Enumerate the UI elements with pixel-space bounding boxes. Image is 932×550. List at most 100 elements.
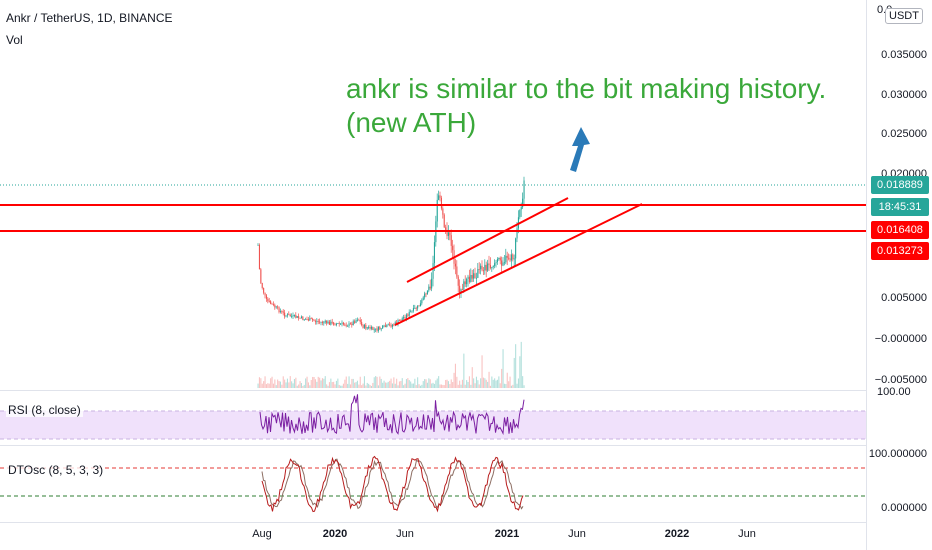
candle-body <box>467 276 469 280</box>
volume-bar <box>466 380 468 388</box>
volume-bar <box>506 372 508 388</box>
candle-body <box>491 267 493 269</box>
pane-separator[interactable] <box>0 390 932 391</box>
volume-bar <box>463 353 465 388</box>
volume-bar <box>362 383 364 388</box>
volume-bar <box>356 380 358 388</box>
candle-body <box>334 324 336 326</box>
candle-body <box>452 245 454 251</box>
volume-bar <box>361 385 363 388</box>
horizontal-line-tag[interactable]: 0.016408 <box>871 221 929 239</box>
volume-bar <box>442 384 444 388</box>
volume-bar <box>260 378 262 388</box>
volume-bar <box>403 385 405 388</box>
volume-bar <box>487 381 489 388</box>
candle-body <box>411 310 413 312</box>
volume-bar <box>376 376 378 388</box>
candle-body <box>387 324 389 326</box>
volume-bar <box>313 377 315 388</box>
candle-body <box>506 255 508 258</box>
volume-bar <box>516 383 518 388</box>
candle-body <box>347 325 349 327</box>
candle-body <box>285 315 287 317</box>
volume-bar <box>279 381 281 388</box>
horizontal-line-tag[interactable]: 0.013273 <box>871 242 929 260</box>
symbol-legend[interactable]: Ankr / TetherUS, 1D, BINANCE <box>6 11 173 25</box>
volume-bar <box>418 384 420 388</box>
candle-body <box>460 289 462 293</box>
candle-body <box>421 300 423 304</box>
annotation-text-line1[interactable]: ankr is similar to the bit making histor… <box>346 73 827 104</box>
candle-body <box>288 314 290 316</box>
candle-body <box>415 307 417 309</box>
last-price-tag[interactable]: 0.018889 <box>871 176 929 194</box>
volume-bar <box>412 383 414 388</box>
candle-body <box>389 324 391 326</box>
currency-button[interactable]: USDT <box>885 8 923 24</box>
volume-bar <box>334 384 336 388</box>
volume-bar <box>263 381 265 388</box>
dtosc-axis-label: 100.000000 <box>868 448 927 460</box>
candle-body <box>432 263 434 279</box>
candle-body <box>480 265 482 270</box>
volume-bar <box>449 384 451 388</box>
pane-separator[interactable] <box>0 445 932 446</box>
candle-body <box>449 232 451 236</box>
volume-bar <box>440 384 442 388</box>
volume-bar <box>417 377 419 388</box>
candle-body <box>306 319 308 320</box>
candle-body <box>503 262 505 264</box>
volume-bar <box>282 376 284 388</box>
candle-body <box>461 289 463 291</box>
annotation-text-line2[interactable]: (new ATH) <box>346 107 477 138</box>
price-axis[interactable]: 0.0 USDT 0.035000 0.030000 0.025000 0.02… <box>866 0 932 550</box>
candle-body <box>426 290 428 295</box>
candle-body <box>477 269 479 278</box>
dtosc-legend[interactable]: DTOsc (8, 5, 3, 3) <box>6 463 106 477</box>
volume-bar <box>517 378 519 388</box>
price-axis-label: 0.035000 <box>881 49 927 61</box>
candle-body <box>291 316 293 317</box>
time-axis[interactable] <box>0 522 866 550</box>
rsi-chart[interactable] <box>0 391 866 445</box>
candle-body <box>431 278 433 289</box>
volume-bar <box>414 378 416 388</box>
candle-body <box>393 324 395 326</box>
candle-body <box>383 325 385 327</box>
volume-bar <box>354 382 356 388</box>
candle-body <box>473 273 475 279</box>
candle-body <box>352 321 354 326</box>
volume-bar <box>303 384 305 388</box>
candle-body <box>515 238 517 259</box>
volume-bar <box>450 379 452 388</box>
countdown-tag[interactable]: 18:45:31 <box>871 198 929 216</box>
volume-bar <box>426 382 428 388</box>
volume-legend[interactable]: Vol <box>6 33 23 47</box>
dtosc-chart[interactable] <box>0 446 866 522</box>
candle-body <box>356 319 358 321</box>
volume-bar <box>474 383 476 388</box>
candle-body <box>419 303 421 307</box>
volume-bar <box>333 381 335 388</box>
volume-bar <box>380 378 382 388</box>
volume-bar <box>291 381 293 388</box>
candle-body <box>271 303 273 305</box>
candle-body <box>363 324 365 328</box>
rsi-pane[interactable]: RSI (8, close) <box>0 391 866 445</box>
rsi-legend[interactable]: RSI (8, close) <box>6 403 83 417</box>
volume-bar <box>317 376 319 388</box>
volume-bar <box>368 383 370 388</box>
volume-bar <box>519 356 521 388</box>
volume-bar <box>390 378 392 388</box>
volume-bar <box>452 382 454 388</box>
volume-bar <box>323 378 325 388</box>
candle-body <box>316 321 318 322</box>
dtosc-pane[interactable]: DTOsc (8, 5, 3, 3) <box>0 446 866 522</box>
candle-body <box>443 214 445 228</box>
volume-bar <box>306 376 308 388</box>
volume-bar <box>477 380 479 388</box>
volume-bar <box>480 378 482 388</box>
price-chart[interactable] <box>0 0 866 390</box>
price-pane[interactable]: Ankr / TetherUS, 1D, BINANCE Vol ankr is… <box>0 0 866 390</box>
candle-body <box>295 314 297 318</box>
